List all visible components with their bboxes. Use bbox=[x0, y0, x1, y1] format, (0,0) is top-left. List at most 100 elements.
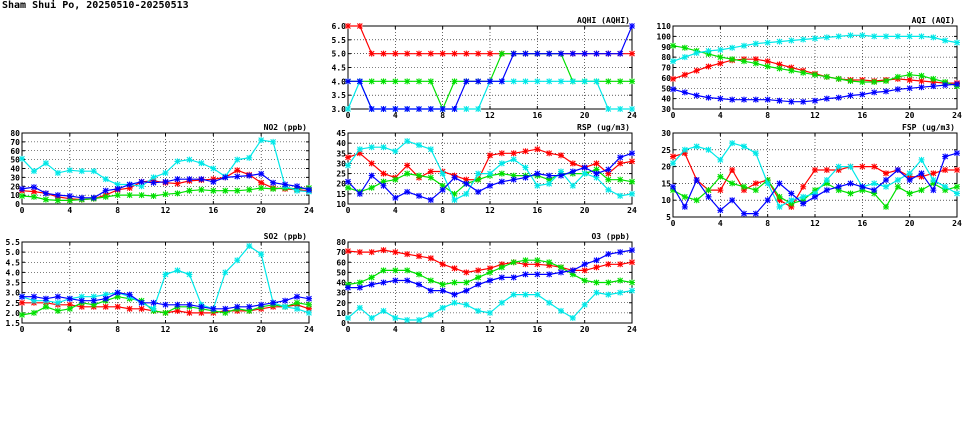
data-point bbox=[198, 303, 205, 310]
data-point bbox=[847, 77, 854, 84]
data-point bbox=[741, 143, 747, 150]
data-point bbox=[859, 91, 866, 98]
data-point bbox=[906, 173, 913, 180]
data-point bbox=[174, 190, 181, 197]
y-tick-label: 60 bbox=[336, 258, 346, 267]
data-point bbox=[451, 106, 458, 112]
data-point bbox=[416, 253, 422, 260]
data-point bbox=[498, 150, 505, 157]
x-tick-label: 0 bbox=[346, 206, 351, 215]
data-point bbox=[392, 148, 399, 155]
data-point bbox=[368, 160, 375, 167]
data-point bbox=[162, 178, 169, 185]
data-point bbox=[345, 23, 351, 29]
data-point bbox=[629, 78, 635, 85]
data-point bbox=[705, 47, 712, 54]
data-point bbox=[835, 94, 842, 101]
data-point bbox=[498, 274, 505, 281]
data-point bbox=[439, 281, 446, 288]
data-point bbox=[306, 309, 312, 316]
y-tick-label: 30 bbox=[10, 173, 20, 182]
y-tick-label: 40 bbox=[336, 139, 346, 148]
data-point bbox=[198, 176, 205, 183]
data-point bbox=[546, 172, 553, 179]
data-point bbox=[392, 176, 399, 183]
data-point bbox=[54, 299, 61, 306]
y-tick-label: 50 bbox=[661, 84, 671, 93]
data-point bbox=[605, 166, 612, 173]
data-point bbox=[729, 140, 736, 147]
data-point bbox=[427, 168, 434, 175]
data-point bbox=[174, 307, 181, 314]
data-point bbox=[788, 190, 795, 197]
data-point bbox=[487, 309, 493, 316]
data-point bbox=[475, 176, 482, 183]
data-point bbox=[906, 177, 913, 184]
data-point bbox=[294, 293, 301, 300]
data-point bbox=[294, 305, 301, 312]
data-point bbox=[617, 78, 624, 85]
chart-title: SO2 (ppb) bbox=[264, 232, 307, 241]
data-point bbox=[670, 75, 676, 82]
data-point bbox=[883, 77, 889, 84]
data-point bbox=[475, 274, 482, 281]
data-point bbox=[380, 144, 387, 151]
data-point bbox=[451, 279, 458, 286]
x-tick-label: 24 bbox=[952, 219, 962, 228]
data-point bbox=[906, 85, 913, 92]
data-point bbox=[345, 154, 351, 161]
y-tick-label: 5.5 bbox=[6, 238, 21, 247]
x-tick-label: 4 bbox=[718, 111, 723, 120]
data-point bbox=[835, 163, 842, 170]
data-point bbox=[270, 179, 277, 186]
data-point bbox=[593, 78, 600, 85]
data-point bbox=[368, 274, 375, 281]
y-tick-label: 2.5 bbox=[6, 299, 21, 308]
data-point bbox=[392, 249, 399, 256]
y-tick-label: 2.0 bbox=[6, 309, 21, 318]
data-point bbox=[463, 78, 470, 85]
data-point bbox=[392, 314, 399, 321]
x-tick-label: 8 bbox=[765, 219, 770, 228]
data-point bbox=[475, 170, 482, 177]
data-point bbox=[569, 267, 576, 274]
data-point bbox=[463, 287, 470, 294]
y-tick-label: 10 bbox=[661, 196, 671, 205]
data-point bbox=[847, 163, 854, 170]
data-point bbox=[558, 78, 564, 85]
data-point bbox=[681, 89, 688, 96]
data-point bbox=[368, 144, 375, 151]
series-day4 bbox=[345, 23, 635, 112]
data-point bbox=[498, 50, 505, 57]
data-point bbox=[788, 98, 795, 105]
data-point bbox=[617, 289, 624, 296]
y-tick-label: 5.5 bbox=[332, 36, 347, 45]
data-point bbox=[729, 44, 736, 51]
data-point bbox=[693, 177, 700, 184]
data-point bbox=[788, 203, 795, 210]
chart-title: FSP (ug/m3) bbox=[902, 123, 955, 132]
data-point bbox=[906, 71, 913, 78]
data-point bbox=[617, 192, 624, 199]
data-point bbox=[90, 293, 97, 300]
data-point bbox=[546, 262, 553, 269]
data-point bbox=[439, 261, 446, 268]
data-point bbox=[380, 178, 387, 185]
data-point bbox=[404, 251, 411, 258]
data-point bbox=[54, 307, 61, 314]
y-tick-label: 3.5 bbox=[332, 91, 347, 100]
data-point bbox=[368, 172, 375, 179]
data-point bbox=[404, 78, 411, 85]
data-point bbox=[546, 259, 553, 266]
data-point bbox=[705, 187, 712, 194]
data-point bbox=[19, 185, 25, 192]
x-tick-label: 8 bbox=[440, 325, 445, 334]
data-point bbox=[670, 58, 676, 65]
data-point bbox=[593, 289, 600, 296]
data-point bbox=[546, 271, 553, 278]
data-point bbox=[210, 178, 217, 185]
data-point bbox=[54, 197, 61, 204]
data-point bbox=[605, 186, 612, 193]
series-day2 bbox=[345, 257, 635, 288]
